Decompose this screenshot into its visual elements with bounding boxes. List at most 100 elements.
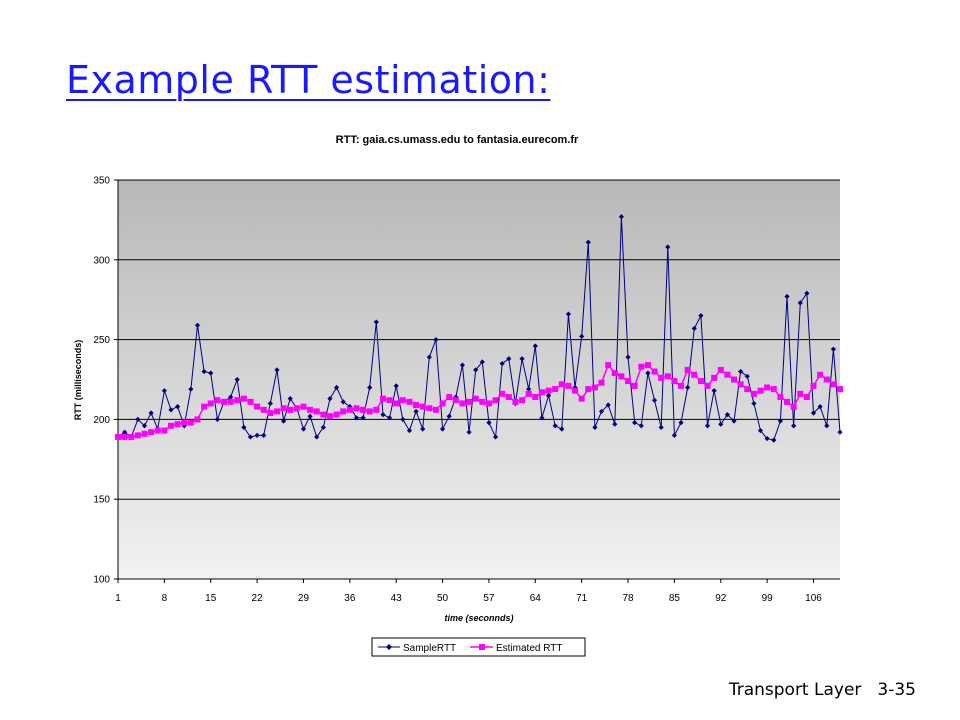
data-point (691, 371, 698, 378)
y-axis-ticks: 100 150 200 250 300 350 (93, 176, 118, 586)
data-point (519, 397, 526, 404)
data-point (744, 386, 751, 393)
data-point (750, 390, 757, 397)
legend-sample-label: SampleRTT (403, 643, 456, 654)
data-point (579, 333, 585, 340)
data-point (366, 408, 373, 415)
data-point (671, 378, 678, 385)
data-point (439, 426, 446, 432)
data-point (439, 400, 446, 407)
series-layer (115, 214, 843, 443)
data-point (684, 366, 691, 373)
data-point (161, 388, 167, 394)
data-point (260, 406, 267, 413)
x-tick-label: 29 (298, 593, 310, 604)
data-point (141, 430, 148, 437)
data-point (293, 405, 300, 412)
data-point (426, 405, 433, 412)
data-point (770, 386, 777, 393)
data-point (505, 394, 512, 401)
axes (117, 180, 840, 580)
data-point (161, 427, 168, 434)
data-point (532, 394, 539, 401)
x-tick-label: 57 (483, 593, 495, 604)
data-point (764, 435, 770, 442)
data-point (313, 408, 320, 415)
data-point (538, 389, 545, 396)
data-point (254, 403, 261, 410)
data-point (241, 424, 247, 430)
data-point (433, 337, 439, 343)
data-point (704, 423, 711, 429)
chart-title: RTT: gaia.cs.umass.edu to fantasia.eurec… (336, 134, 579, 146)
y-tick-label: 150 (93, 495, 110, 506)
data-point (757, 427, 764, 434)
data-point (314, 434, 320, 440)
data-point (280, 418, 287, 424)
data-point (333, 411, 340, 418)
data-point (605, 402, 611, 408)
data-point (473, 367, 479, 373)
data-point (817, 371, 824, 378)
data-point (817, 404, 823, 410)
data-point (685, 384, 691, 391)
data-point (790, 403, 797, 410)
data-point (122, 429, 128, 435)
data-point (393, 400, 400, 407)
data-point (300, 403, 307, 410)
footer-page-number: 3-35 (877, 680, 916, 700)
data-point (287, 406, 294, 413)
data-point (632, 419, 638, 426)
data-point (115, 433, 121, 440)
data-point (466, 398, 473, 405)
data-point (704, 382, 711, 389)
data-point (386, 397, 393, 404)
data-point (254, 432, 260, 438)
data-point (545, 387, 552, 394)
data-point (247, 434, 254, 440)
data-point (188, 386, 194, 392)
data-point (353, 415, 360, 421)
x-tick-label: 15 (205, 593, 217, 604)
data-point (565, 311, 572, 317)
data-point (420, 426, 426, 432)
data-point (201, 368, 207, 375)
data-point (545, 392, 552, 399)
data-point (360, 415, 366, 421)
data-point (220, 398, 227, 405)
data-point (651, 397, 658, 403)
data-point (784, 293, 790, 300)
data-point (824, 423, 830, 429)
data-point (340, 399, 346, 405)
data-point (777, 418, 783, 424)
data-point (121, 433, 128, 440)
data-point (837, 429, 843, 435)
data-point (347, 404, 353, 410)
data-point (452, 397, 459, 404)
data-point (148, 429, 155, 436)
data-point (592, 424, 598, 430)
data-point (671, 432, 678, 438)
data-point (810, 410, 817, 416)
data-point (539, 415, 545, 421)
data-point (651, 368, 658, 375)
data-point (738, 368, 744, 375)
data-point (466, 429, 472, 435)
data-point (724, 371, 731, 378)
data-point (697, 378, 704, 385)
data-point (326, 413, 333, 420)
data-point (194, 322, 201, 328)
x-tick-label: 99 (762, 593, 774, 604)
data-point (406, 398, 413, 405)
data-point (645, 370, 651, 376)
data-point (638, 423, 644, 429)
data-point (757, 387, 764, 394)
data-point (426, 354, 432, 360)
data-point (777, 394, 784, 401)
data-point (432, 406, 439, 413)
data-point (187, 419, 194, 426)
y-tick-label: 300 (93, 255, 110, 266)
footer-section: Transport Layer (728, 680, 862, 700)
data-point (393, 383, 399, 389)
data-point (174, 421, 181, 428)
